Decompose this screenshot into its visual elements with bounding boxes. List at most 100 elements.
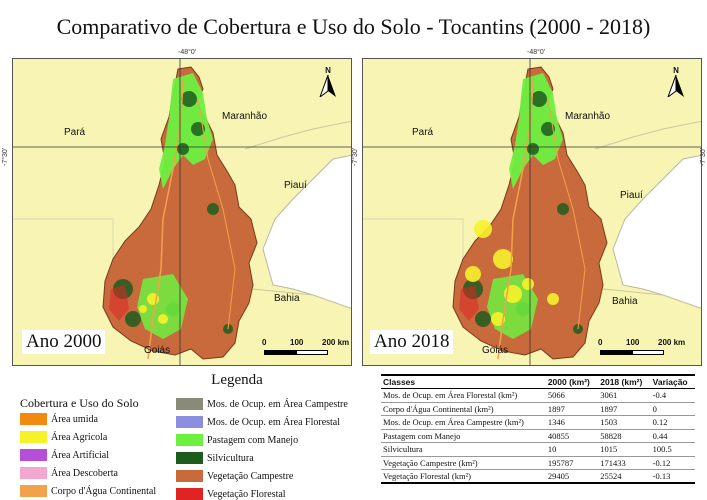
scale-segment [264, 350, 296, 355]
table-row: Silvicultura 10 1015 100.5 [381, 442, 695, 457]
legend-label: Vegetação Florestal [207, 488, 286, 500]
legend-swatch [20, 413, 47, 425]
legend-label: Mos. de Ocup. em Área Florestal [207, 416, 341, 428]
table-cell: Mos. de Ocup. em Área Florestal (km²) [381, 388, 546, 403]
table-cell: Pastagem com Manejo [381, 429, 546, 443]
legend-item: Área umida [20, 412, 98, 426]
table-cell: 0.12 [650, 415, 695, 430]
table-row: Corpo d'Água Continental (km²) 1897 1897 0 [381, 402, 695, 416]
table-row: Vegetação Florestal (km²) 29405 25524 -0.13 [381, 469, 695, 484]
table-header: Classes [381, 374, 546, 389]
state-label-bahia: Bahia [274, 293, 300, 304]
legend-item: Pastagem com Manejo [176, 433, 298, 447]
legend-swatch [176, 470, 203, 482]
table-cell: -0.12 [650, 456, 695, 470]
scale-segment [632, 350, 664, 355]
table-header: 2000 (km²) [545, 374, 599, 389]
north-arrow: N [318, 66, 338, 99]
latitude-label: -7°30' [2, 147, 9, 166]
state-label-piaui: Piauí [284, 180, 307, 191]
legend-label: Corpo d'Água Continental [51, 485, 157, 497]
table-row: Vegetação Campestre (km²) 195787 171433 -0.… [381, 456, 695, 470]
scale-tick: 200 km [322, 338, 350, 347]
scale-tick: 200 km [658, 338, 686, 347]
table-cell: Vegetação Florestal (km²) [381, 469, 546, 484]
state-label-para: Pará [64, 127, 86, 138]
map-2018[interactable] [362, 58, 702, 366]
legend-item: Vegetação Campestre [176, 469, 293, 483]
state-label-maranhao: Maranhão [565, 111, 611, 122]
table-cell: Silvicultura [381, 442, 546, 457]
year-label-2000: Ano 2000 [22, 330, 106, 354]
latitude-label: -7°30' [700, 147, 707, 166]
legend-swatch [20, 485, 47, 497]
north-arrow: N [666, 66, 686, 99]
table-cell: 5066 [545, 388, 599, 403]
north-arrow-icon [318, 74, 336, 99]
table-cell: 1015 [598, 442, 651, 457]
scale-tick: 0 [598, 338, 603, 347]
legend-swatch [176, 398, 203, 410]
legend-subtitle: Cobertura e Uso do Solo [20, 396, 139, 410]
table-header: Variação [650, 374, 695, 389]
legend-item: Área Descoberta [20, 466, 118, 480]
state-label-bahia: Bahia [612, 296, 638, 307]
table-cell: -0.13 [650, 469, 695, 484]
legend-swatch [176, 416, 203, 428]
legend-swatch [20, 431, 47, 443]
legend-swatch [176, 434, 203, 446]
legend-swatch [20, 467, 47, 479]
table-cell: 25524 [598, 469, 651, 484]
table-row: Mos. de Ocup. em Área Florestal (km²) 506… [381, 388, 695, 403]
longitude-label: -48°0' [527, 49, 546, 56]
north-label: N [325, 66, 331, 75]
table-header-row: Classes 2000 (km²) 2018 (km²) Variação [381, 374, 695, 389]
scale-bar: 0 100 200 km [262, 338, 354, 358]
legend-swatch [176, 452, 203, 464]
state-label-piaui: Piauí [620, 190, 643, 201]
scale-segment [296, 350, 328, 355]
legend-item: Área Agricola [20, 430, 107, 444]
table-cell: 0 [650, 402, 695, 416]
scale-tick: 0 [262, 338, 267, 347]
legend-label: Área Agricola [51, 431, 108, 443]
legend-label: Área umida [51, 413, 98, 425]
stats-table: Classes 2000 (km²) 2018 (km²) Variação M… [381, 374, 695, 484]
legend-label: Silvicultura [207, 452, 254, 464]
table-cell: 100.5 [650, 442, 695, 457]
longitude-label: -48°0' [178, 49, 197, 56]
legend-item: Mos. de Ocup. em Área Campestre [176, 397, 348, 411]
table-cell: 58828 [598, 429, 651, 443]
legend-item: Mos. de Ocup. em Área Florestal [176, 415, 340, 429]
map-2000[interactable] [12, 58, 352, 366]
table-cell: -0.4 [650, 388, 695, 403]
table-cell: 195787 [545, 456, 599, 470]
table-cell: 3061 [598, 388, 651, 403]
table-cell: 1346 [545, 415, 599, 430]
table-cell: 10 [545, 442, 599, 457]
map-2000-drawing [13, 59, 351, 365]
legend-swatch [20, 449, 47, 461]
table-cell: 29405 [545, 469, 599, 484]
legend-label: Mos. de Ocup. em Área Campestre [207, 398, 348, 410]
scale-tick: 100 [626, 338, 640, 347]
table-cell: Corpo d'Água Continental (km²) [381, 402, 546, 416]
legend-item: Área Artificial [20, 448, 109, 462]
table-cell: 171433 [598, 456, 651, 470]
table-header: 2018 (km²) [598, 374, 651, 389]
table-cell: 1897 [598, 402, 651, 416]
legend-item: Corpo d'Água Continental [20, 484, 156, 498]
table-cell: Mos. de Ocup. em Área Campestre (km²) [381, 415, 546, 430]
table-cell: 0.44 [650, 429, 695, 443]
legend-label: Área Artificial [51, 449, 110, 461]
legend-title: Legenda [211, 372, 263, 388]
state-label-goias: Goiás [144, 345, 171, 356]
state-label-maranhao: Maranhão [222, 111, 268, 122]
state-label-para: Pará [412, 127, 434, 138]
table-row: Mos. de Ocup. em Área Campestre (km²) 134… [381, 415, 695, 430]
year-label-2018: Ano 2018 [370, 330, 454, 354]
page-title: Comparativo de Cobertura e Uso do Solo -… [56, 14, 651, 39]
table-row: Pastagem com Manejo 40855 58828 0.44 [381, 429, 695, 443]
legend-swatch [176, 488, 203, 500]
scale-segment [600, 350, 632, 355]
